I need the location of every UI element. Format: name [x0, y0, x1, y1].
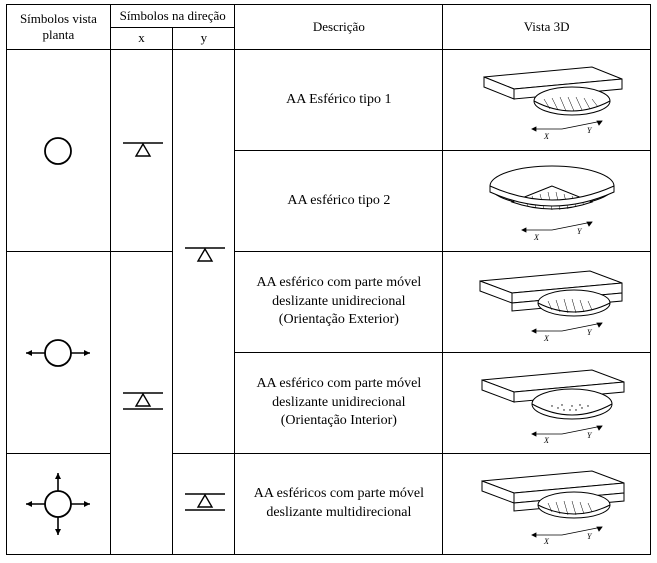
description-cell: AA esféricos com parte móvel deslizante …	[235, 453, 443, 554]
header-x: x	[110, 27, 172, 50]
header-row-1: Símbolos vista planta Símbolos na direçã…	[7, 5, 651, 28]
header-plan-view: Símbolos vista planta	[7, 5, 111, 50]
table-row: AA esférico com parte móvel deslizante u…	[7, 252, 651, 353]
plan-symbol-circle-harrows	[7, 252, 111, 454]
circle-cross-arrows-icon	[18, 459, 98, 549]
triangle-line-icon	[115, 111, 171, 191]
view3d-cell: X Y	[443, 252, 651, 353]
svg-text:X: X	[533, 233, 540, 242]
x-symbol-triangle-topline	[110, 50, 172, 252]
plan-symbol-circle	[7, 50, 111, 252]
header-description: Descrição	[235, 5, 443, 50]
description-cell: AA esférico com parte móvel deslizante u…	[235, 353, 443, 454]
description-cell: AA esférico com parte móvel deslizante u…	[235, 252, 443, 353]
svg-text:X: X	[543, 334, 550, 343]
svg-text:Y: Y	[587, 126, 593, 135]
description-cell: AA esférico tipo 2	[235, 151, 443, 252]
view3d-cell: X Y	[443, 151, 651, 252]
table-row: AA esféricos com parte móvel deslizante …	[7, 453, 651, 554]
view3d-rect-slab-icon: X Y	[462, 57, 632, 143]
svg-text:X: X	[543, 537, 550, 546]
header-3d-view: Vista 3D	[443, 5, 651, 50]
header-y: y	[173, 27, 235, 50]
plan-symbol-circle-crossarrows	[7, 453, 111, 554]
view3d-cell: X Y	[443, 453, 651, 554]
view3d-slab-multi-icon: X Y	[462, 461, 632, 547]
triangle-double-line-icon	[115, 323, 171, 483]
symbols-table: Símbolos vista planta Símbolos na direçã…	[6, 4, 651, 555]
triangle-line-icon	[177, 152, 233, 352]
view3d-cell: X Y	[443, 50, 651, 151]
circle-icon	[23, 106, 93, 196]
svg-text:Y: Y	[587, 328, 593, 337]
svg-text:Y: Y	[587, 532, 593, 541]
table-container: Símbolos vista planta Símbolos na direçã…	[0, 0, 657, 563]
header-direction: Símbolos na direção	[110, 5, 235, 28]
svg-text:X: X	[543, 132, 550, 141]
view3d-disc-icon: X Y	[462, 158, 632, 244]
view3d-slab-slide-int-icon: X Y	[462, 360, 632, 446]
svg-text:X: X	[543, 436, 550, 445]
y-symbol-triangle-topline-span4	[173, 50, 235, 454]
svg-text:Y: Y	[577, 227, 583, 236]
description-cell: AA Esférico tipo 1	[235, 50, 443, 151]
svg-text:Y: Y	[587, 431, 593, 440]
x-symbol-triangle-double-line	[110, 252, 172, 555]
table-row: AA Esférico tipo 1	[7, 50, 651, 151]
view3d-cell: X Y	[443, 353, 651, 454]
view3d-slab-slide-ext-icon: X Y	[462, 259, 632, 345]
y-symbol-triangle-double-line	[173, 453, 235, 554]
triangle-double-line-icon	[177, 464, 233, 544]
circle-harrows-icon	[18, 308, 98, 398]
